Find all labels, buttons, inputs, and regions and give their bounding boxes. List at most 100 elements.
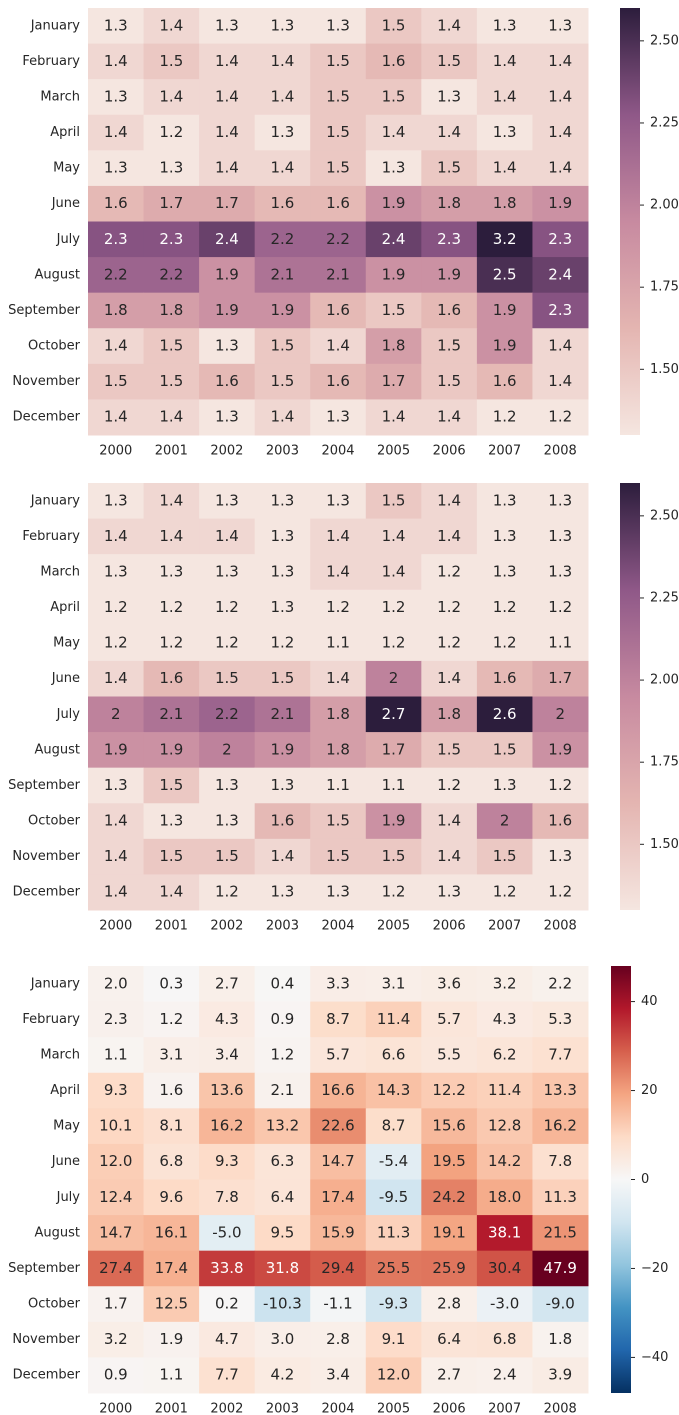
y-tick-label: April: [50, 600, 80, 615]
cell-label: 1.2: [159, 598, 183, 616]
heatmap-cell: [254, 221, 311, 258]
cell-label: 1.3: [159, 562, 183, 580]
heatmap-cell: [199, 8, 256, 45]
cell-label: 1.3: [215, 16, 239, 34]
x-tick-label: 2001: [155, 444, 188, 459]
heatmap-cell: [421, 554, 478, 591]
cell-label: 1.5: [159, 847, 183, 865]
x-tick-label: 2001: [155, 919, 188, 934]
cell-label: 2.7: [382, 705, 406, 723]
cell-label: 1.6: [271, 812, 295, 830]
heatmap-cell: [199, 1250, 256, 1287]
heatmap-cell: [532, 1108, 589, 1145]
cell-label: 25.5: [377, 1259, 410, 1277]
cell-label: 9.6: [159, 1188, 183, 1206]
cell-label: 2.2: [548, 974, 572, 992]
cell-label: 1.4: [271, 847, 295, 865]
heatmap-cell: [254, 625, 311, 662]
cell-label: 0.9: [104, 1366, 128, 1384]
cell-label: 12.8: [488, 1117, 521, 1135]
heatmap-cell: [310, 8, 367, 45]
heatmap-cell: [310, 660, 367, 697]
cell-label: 13.2: [266, 1117, 299, 1135]
cell-label: 6.4: [271, 1188, 295, 1206]
cell-label: 2.4: [215, 230, 239, 248]
cell-label: 1.4: [548, 52, 572, 70]
cell-label: 1.4: [215, 52, 239, 70]
cell-label: 1.2: [382, 598, 406, 616]
cell-label: 1.3: [326, 408, 350, 426]
colorbar-tick-label: 2.50: [650, 508, 679, 523]
colorbar-tick-label: 1.50: [650, 837, 679, 852]
heatmap-cell: [421, 625, 478, 662]
heatmap-cell: [476, 554, 533, 591]
cell-label: 1.5: [326, 847, 350, 865]
cell-label: 2.0: [104, 974, 128, 992]
cell-label: 1.6: [326, 301, 350, 319]
heatmap-cell: [532, 114, 589, 151]
heatmap-cell: [143, 838, 200, 875]
heatmap-cell: [310, 1250, 367, 1287]
heatmap-cell: [199, 874, 256, 911]
cell-label: 16.6: [321, 1081, 354, 1099]
heatmap-cell: [532, 399, 589, 436]
cell-label: 9.1: [382, 1330, 406, 1348]
heatmap-cell: [421, 221, 478, 258]
cell-label: 1.7: [548, 669, 572, 687]
heatmap-cell: [88, 874, 145, 911]
cell-label: 1.4: [493, 159, 517, 177]
cell-label: 1.8: [493, 194, 517, 212]
heatmap-cell: [476, 8, 533, 45]
x-tick-label: 2008: [544, 919, 577, 934]
cell-label: 1.5: [382, 301, 406, 319]
cell-label: 11.3: [544, 1188, 577, 1206]
cell-label: 2: [222, 740, 232, 758]
cell-label: 2.3: [104, 1010, 128, 1028]
cell-label: 1.3: [271, 776, 295, 794]
heatmap-cell: [532, 966, 589, 1003]
heatmap-cell: [143, 1108, 200, 1145]
cell-label: 1.3: [215, 337, 239, 355]
cell-label: 1.3: [104, 159, 128, 177]
cell-label: 1.6: [437, 301, 461, 319]
x-tick-label: 2007: [488, 1402, 521, 1415]
cell-label: 1.4: [326, 527, 350, 545]
cell-label: 2.4: [493, 1366, 517, 1384]
heatmap-cell: [532, 221, 589, 258]
cell-label: 1.5: [326, 52, 350, 70]
heatmap-cell: [254, 660, 311, 697]
heatmap-cell: [365, 79, 422, 116]
cell-label: 1.2: [548, 883, 572, 901]
cell-label: 3.2: [104, 1330, 128, 1348]
cell-label: 2: [389, 669, 399, 687]
cell-label: 1.4: [271, 52, 295, 70]
heatmap-cell: [199, 518, 256, 555]
cell-label: 14.7: [99, 1223, 132, 1241]
heatmap-cell: [476, 838, 533, 875]
heatmap-cell: [476, 1143, 533, 1180]
heatmap-cell: [199, 1215, 256, 1252]
heatmap-cell: [476, 363, 533, 400]
heatmap-cell: [310, 1179, 367, 1216]
cell-label: 1.4: [437, 123, 461, 141]
heatmap-cell: [143, 1143, 200, 1180]
cell-label: 6.8: [493, 1330, 517, 1348]
heatmap-cell: [476, 803, 533, 840]
cell-label: 1.1: [326, 776, 350, 794]
cell-label: 1.3: [548, 491, 572, 509]
cell-label: 9.3: [104, 1081, 128, 1099]
cell-label: 2.3: [437, 230, 461, 248]
y-tick-label: November: [12, 374, 80, 389]
cell-label: 1.3: [104, 16, 128, 34]
heatmap-cell: [532, 483, 589, 520]
x-tick-label: 2008: [544, 444, 577, 459]
cell-label: 1.6: [326, 372, 350, 390]
cell-label: 1.4: [382, 123, 406, 141]
cell-label: 1.7: [215, 194, 239, 212]
cell-label: 1.7: [382, 372, 406, 390]
cell-label: 9.3: [215, 1152, 239, 1170]
cell-label: 1.4: [104, 812, 128, 830]
x-tick-label: 2000: [99, 919, 132, 934]
heatmap-cell: [199, 43, 256, 80]
heatmap-cell: [421, 1179, 478, 1216]
